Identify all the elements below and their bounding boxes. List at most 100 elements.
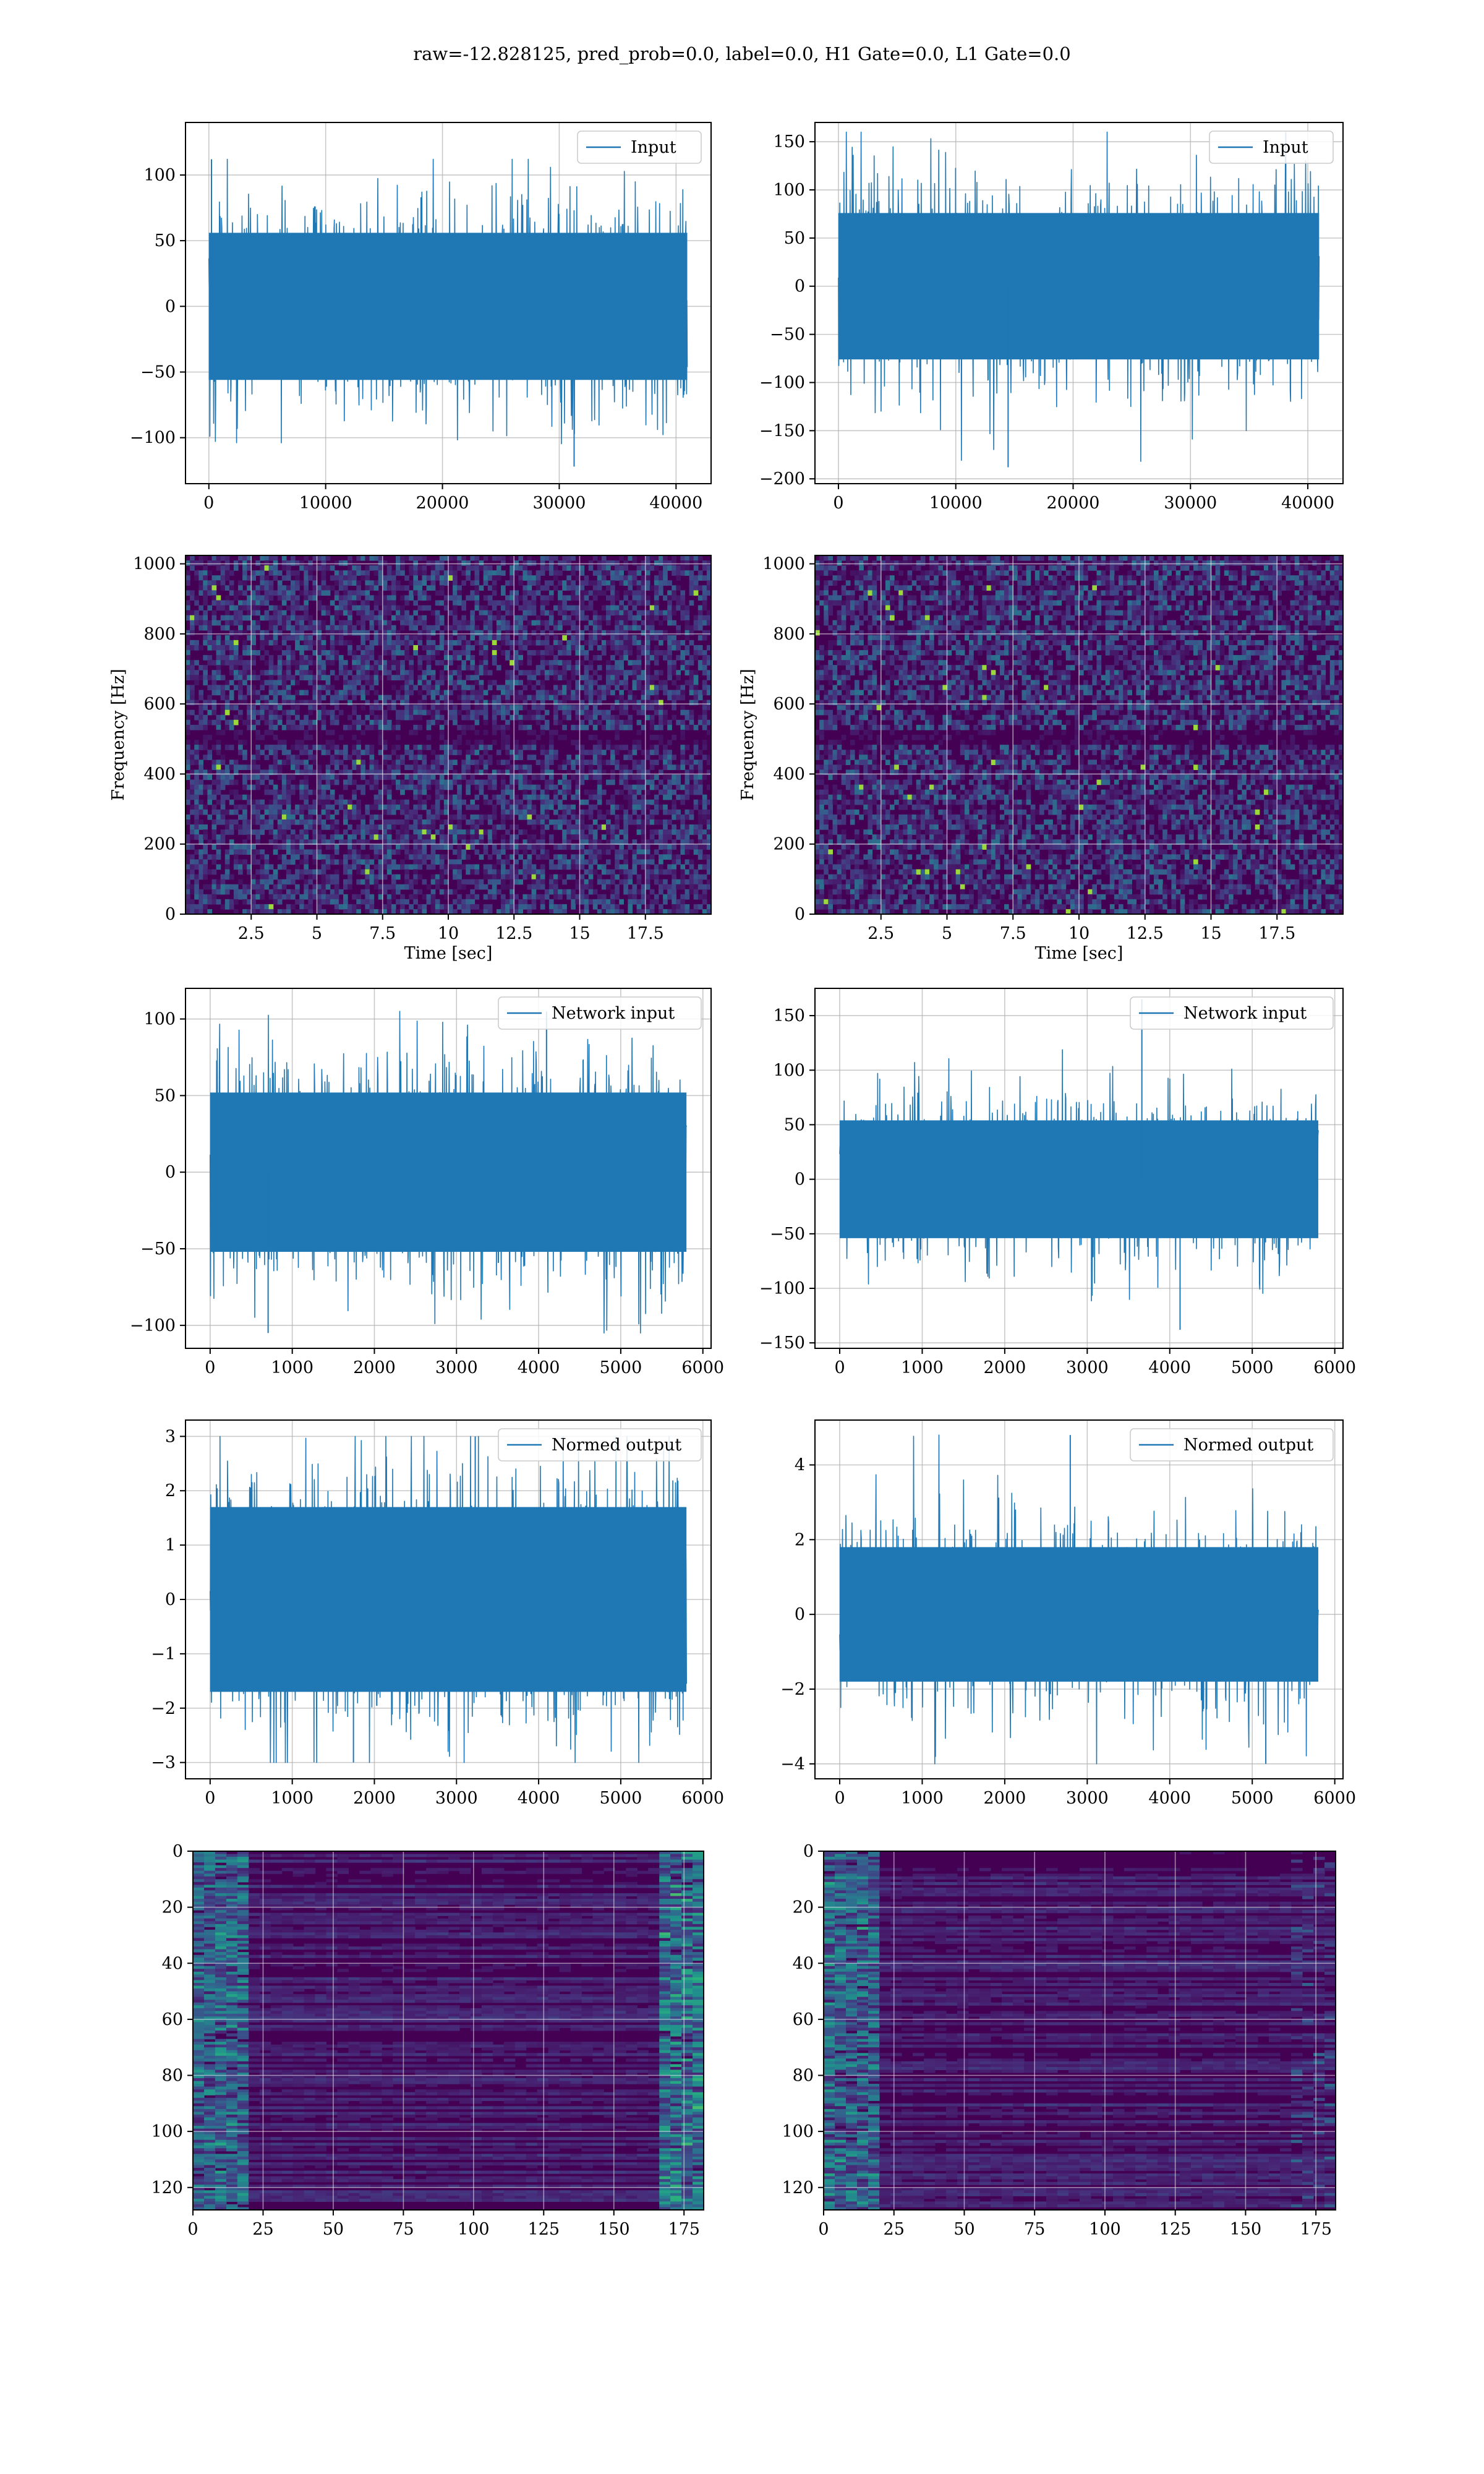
heatmap-cell — [597, 799, 602, 805]
heatmap-cell — [575, 769, 581, 776]
heatmap-cell — [575, 645, 581, 651]
heatmap-cell — [430, 854, 436, 860]
heatmap-cell — [535, 784, 541, 790]
heatmap-cell — [571, 590, 576, 596]
heatmap-cell — [518, 555, 523, 561]
heatmap-cell — [334, 750, 339, 755]
heatmap-cell — [571, 764, 576, 770]
heatmap-cell — [522, 625, 528, 631]
heatmap-cell — [479, 839, 484, 845]
heatmap-cell — [430, 630, 436, 636]
legend-label: Input — [1263, 138, 1308, 157]
heatmap-cell — [268, 804, 274, 810]
heatmap-cell — [689, 575, 694, 581]
heatmap-cell — [553, 709, 558, 716]
heatmap-cell — [356, 829, 361, 835]
heatmap-cell — [439, 670, 445, 675]
heatmap-cell — [680, 650, 686, 656]
heatmap-cell — [684, 660, 690, 666]
heatmap-cell — [579, 580, 585, 586]
heatmap-cell — [483, 655, 488, 661]
heatmap-cell — [487, 630, 493, 636]
heatmap-cell — [348, 834, 352, 840]
heatmap-cell — [693, 655, 699, 661]
heatmap-cell — [242, 829, 247, 835]
heatmap-cell — [527, 650, 532, 656]
heatmap-cell — [391, 615, 396, 621]
heatmap-cell — [597, 585, 602, 591]
heatmap-cell — [422, 859, 427, 865]
heatmap-cell — [229, 690, 234, 696]
heatmap-cell — [448, 764, 453, 770]
heatmap-cell — [229, 670, 234, 675]
heatmap-cell — [413, 580, 418, 586]
heatmap-cell — [426, 834, 432, 840]
heatmap-cell — [273, 620, 278, 626]
heatmap-cell — [636, 580, 642, 586]
heatmap-cell — [330, 814, 335, 820]
heatmap-cell — [544, 600, 550, 606]
heatmap-cell — [457, 849, 462, 855]
heatmap-cell — [496, 630, 501, 636]
heatmap-cell — [540, 854, 545, 860]
heatmap-cell — [251, 799, 256, 805]
heatmap-cell — [548, 874, 554, 880]
heatmap-cell — [636, 729, 642, 735]
heatmap-cell — [706, 704, 711, 711]
heatmap-cell — [466, 685, 471, 691]
heatmap-cell — [198, 869, 203, 875]
heatmap-cell — [492, 600, 497, 606]
heatmap-cell — [544, 824, 550, 830]
heatmap-cell — [338, 570, 344, 576]
heatmap-cell — [194, 799, 199, 805]
heatmap-cell — [439, 690, 445, 696]
heatmap-cell — [190, 660, 195, 666]
heatmap-cell — [260, 869, 265, 875]
heatmap-cell — [540, 804, 545, 810]
heatmap-cell — [378, 635, 383, 641]
heatmap-cell — [304, 610, 309, 616]
heatmap-cell — [277, 864, 283, 870]
heatmap-cell — [273, 665, 278, 670]
heatmap-cell — [264, 864, 270, 870]
heatmap-cell — [233, 655, 239, 661]
heatmap-cell — [330, 630, 335, 636]
heatmap-cell — [304, 640, 309, 646]
heatmap-cell — [592, 620, 598, 626]
heatmap-cell — [628, 615, 633, 621]
heatmap-cell — [479, 615, 484, 621]
heatmap-cell — [400, 665, 405, 670]
heatmap-cell — [654, 555, 659, 561]
heatmap-cell — [338, 625, 344, 631]
heatmap-cell — [461, 625, 466, 631]
heatmap-cell — [255, 869, 260, 875]
heatmap-cell — [461, 700, 466, 706]
heatmap-cell — [659, 709, 663, 716]
heatmap-cell — [268, 700, 274, 706]
heatmap-cell — [553, 700, 558, 706]
heatmap-cell — [553, 625, 558, 631]
heatmap-cell — [273, 555, 278, 561]
heatmap-cell — [496, 645, 501, 651]
heatmap-cell — [706, 610, 711, 616]
heatmap-cell — [330, 859, 335, 865]
heatmap-cell — [417, 709, 423, 716]
heatmap-cell — [522, 595, 528, 601]
heatmap-cell — [623, 610, 628, 616]
heatmap-cell — [216, 650, 221, 656]
heatmap-cell — [553, 690, 558, 696]
heatmap-cell — [286, 819, 291, 825]
heatmap-cell — [268, 640, 274, 646]
heatmap-cell — [558, 605, 563, 611]
heatmap-cell — [409, 864, 414, 870]
heatmap-cell — [510, 555, 514, 561]
heatmap-cell — [505, 620, 510, 626]
heatmap-cell — [295, 714, 300, 721]
heatmap-cell — [216, 675, 221, 680]
heatmap-cell — [396, 769, 401, 776]
heatmap-cell — [466, 595, 471, 601]
heatmap-cell — [702, 709, 707, 716]
heatmap-cell — [566, 615, 571, 621]
heatmap-cell — [453, 590, 458, 596]
heatmap-cell — [281, 779, 287, 785]
